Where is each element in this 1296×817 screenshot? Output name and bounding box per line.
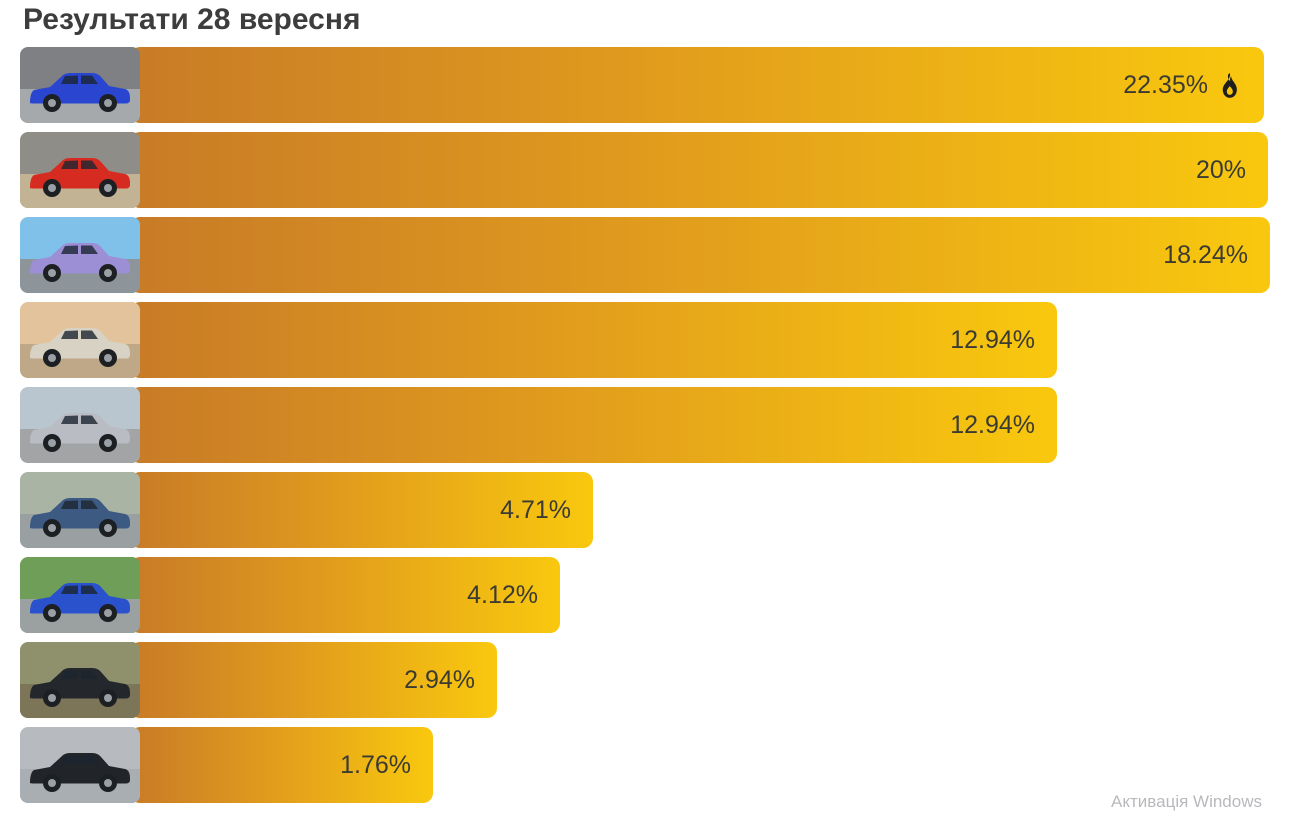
car-glass: [61, 500, 78, 509]
car-silhouette: [30, 753, 130, 792]
car-thumbnail: [20, 302, 140, 378]
result-bar: 18.24%: [130, 217, 1270, 293]
car-glass: [61, 755, 78, 764]
page-title: Результати 28 вересня: [23, 3, 361, 36]
percent-label: 22.35%: [1123, 70, 1208, 99]
car-glass: [61, 585, 78, 594]
result-bar: 12.94%: [130, 387, 1057, 463]
car-wheel-hub: [48, 524, 56, 532]
car-glass: [81, 330, 98, 339]
car-thumbnail: [20, 642, 140, 718]
car-thumbnail: [20, 387, 140, 463]
car-wheel-hub: [48, 354, 56, 362]
car-wheel-hub: [104, 694, 112, 702]
percent-label: 20%: [1195, 155, 1246, 184]
poll-result-row: 18.24%: [20, 217, 1280, 293]
car-wheel-hub: [48, 439, 56, 447]
car-wheel-hub: [104, 184, 112, 192]
car-glass: [61, 330, 78, 339]
car-silhouette: [30, 328, 130, 367]
car-silhouette: [30, 668, 130, 707]
car-silhouette: [30, 243, 130, 282]
car-wheel-hub: [48, 99, 56, 107]
poll-results-list: 22.35%: [20, 47, 1296, 803]
car-wheel-hub: [104, 609, 112, 617]
windows-activation-watermark: Активація Windows: [1111, 792, 1262, 811]
car-wheel-hub: [104, 99, 112, 107]
poll-result-row: 1.76%: [20, 727, 1280, 803]
percent-label: 2.94%: [404, 665, 475, 694]
car-glass: [81, 415, 98, 424]
percent-label: 4.71%: [500, 495, 571, 524]
result-bar: 1.76%: [130, 727, 433, 803]
car-thumbnail: [20, 557, 140, 633]
car-glass: [61, 75, 78, 84]
car-glass: [81, 500, 98, 509]
car-glass: [61, 670, 78, 679]
percent-label: 12.94%: [950, 325, 1035, 354]
car-wheel-hub: [48, 184, 56, 192]
result-bar: 12.94%: [130, 302, 1057, 378]
car-thumbnail: [20, 727, 140, 803]
car-glass: [61, 415, 78, 424]
car-silhouette: [30, 73, 130, 112]
car-silhouette: [30, 583, 130, 622]
car-wheel-hub: [48, 269, 56, 277]
car-thumbnail: [20, 217, 140, 293]
car-silhouette: [30, 413, 130, 452]
percent-label: 4.12%: [467, 580, 538, 609]
percent-label: 1.76%: [340, 750, 411, 779]
car-wheel-hub: [48, 609, 56, 617]
car-silhouette: [30, 498, 130, 537]
car-glass: [81, 245, 98, 254]
fire-icon: [1217, 72, 1242, 99]
result-bar: 2.94%: [130, 642, 497, 718]
car-glass: [81, 585, 98, 594]
car-silhouette: [30, 158, 130, 197]
poll-result-row: 4.71%: [20, 472, 1280, 548]
car-wheel-hub: [104, 779, 112, 787]
poll-result-row: 20%: [20, 132, 1280, 208]
car-thumbnail: [20, 472, 140, 548]
poll-result-row: 22.35%: [20, 47, 1280, 123]
car-wheel-hub: [48, 694, 56, 702]
car-glass: [81, 75, 98, 84]
result-bar: 4.12%: [130, 557, 560, 633]
percent-label: 12.94%: [950, 410, 1035, 439]
car-glass: [81, 670, 98, 679]
car-wheel-hub: [104, 354, 112, 362]
car-glass: [61, 160, 78, 169]
car-wheel-hub: [48, 779, 56, 787]
car-glass: [61, 245, 78, 254]
poll-result-row: 2.94%: [20, 642, 1280, 718]
car-thumbnail: [20, 47, 140, 123]
car-wheel-hub: [104, 269, 112, 277]
result-bar: 4.71%: [130, 472, 593, 548]
poll-result-row: 12.94%: [20, 302, 1280, 378]
poll-result-row: 4.12%: [20, 557, 1280, 633]
car-glass: [81, 160, 98, 169]
result-bar: 20%: [130, 132, 1268, 208]
car-glass: [81, 755, 98, 764]
car-wheel-hub: [104, 524, 112, 532]
poll-result-row: 12.94%: [20, 387, 1280, 463]
car-wheel-hub: [104, 439, 112, 447]
car-thumbnail: [20, 132, 140, 208]
percent-label: 18.24%: [1163, 240, 1248, 269]
result-bar: 22.35%: [130, 47, 1264, 123]
